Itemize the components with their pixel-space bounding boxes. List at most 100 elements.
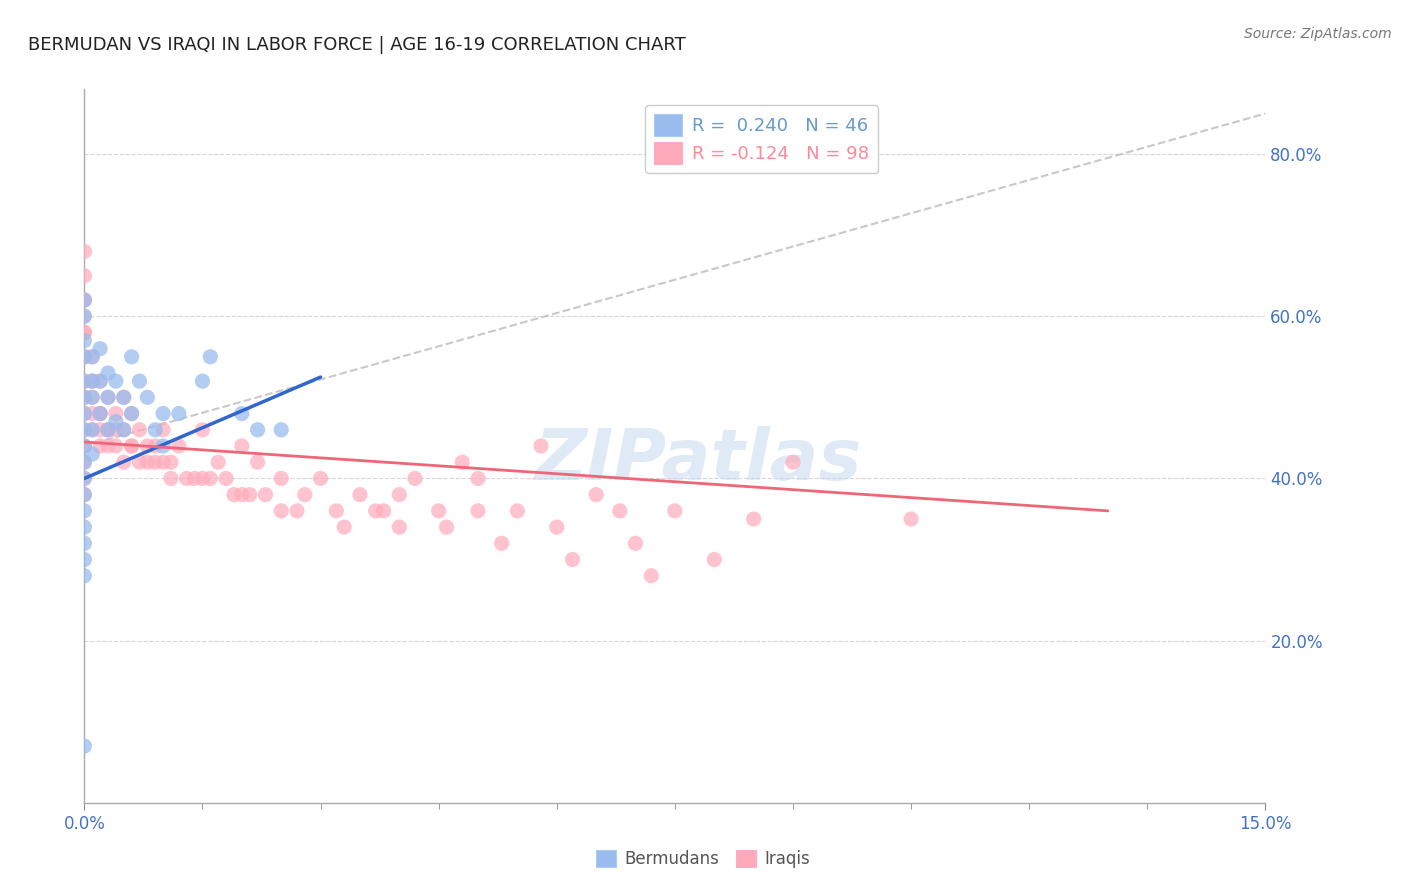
Point <box>97 366 120 380</box>
Point <box>89 423 111 437</box>
Point <box>239 488 262 502</box>
Text: BERMUDAN VS IRAQI IN LABOR FORCE | AGE 16-19 CORRELATION CHART: BERMUDAN VS IRAQI IN LABOR FORCE | AGE 1… <box>28 36 686 54</box>
Point <box>73 739 96 753</box>
Point <box>73 504 96 518</box>
Point <box>388 488 411 502</box>
Point <box>73 350 96 364</box>
Point <box>231 488 253 502</box>
Point <box>73 536 96 550</box>
Point <box>73 423 96 437</box>
Point <box>73 350 96 364</box>
Point <box>325 504 347 518</box>
Point <box>73 310 96 324</box>
Point <box>82 423 104 437</box>
Point <box>89 439 111 453</box>
Point <box>183 471 205 485</box>
Point <box>128 423 150 437</box>
Point <box>82 407 104 421</box>
Point <box>97 423 120 437</box>
Point <box>160 455 183 469</box>
Point <box>167 407 190 421</box>
Point <box>900 512 922 526</box>
Text: ZIPatlas: ZIPatlas <box>534 425 862 495</box>
Point <box>73 439 96 453</box>
Point <box>73 471 96 485</box>
Point <box>270 423 292 437</box>
Point <box>73 552 96 566</box>
Point <box>742 512 765 526</box>
Point <box>782 455 804 469</box>
Point <box>73 568 96 582</box>
Point <box>73 390 96 404</box>
Point <box>73 326 96 340</box>
Point <box>152 439 174 453</box>
Point <box>128 374 150 388</box>
Point <box>73 244 96 259</box>
Point <box>491 536 513 550</box>
Point <box>73 423 96 437</box>
Point <box>104 423 127 437</box>
Point <box>309 471 332 485</box>
Point <box>200 350 222 364</box>
Point <box>506 504 529 518</box>
Point <box>112 423 135 437</box>
Text: Source: ZipAtlas.com: Source: ZipAtlas.com <box>1244 27 1392 41</box>
Point <box>467 471 489 485</box>
Point <box>294 488 316 502</box>
Point <box>121 439 143 453</box>
Point <box>73 520 96 534</box>
Point <box>104 374 127 388</box>
Point <box>530 439 553 453</box>
Point <box>82 350 104 364</box>
Point <box>89 374 111 388</box>
Point <box>246 455 269 469</box>
Point <box>664 504 686 518</box>
Point <box>349 488 371 502</box>
Point <box>104 439 127 453</box>
Point <box>404 471 426 485</box>
Point <box>191 423 214 437</box>
Point <box>82 390 104 404</box>
Point <box>97 390 120 404</box>
Point <box>82 390 104 404</box>
Point <box>121 350 143 364</box>
Point <box>143 455 166 469</box>
Point <box>222 488 245 502</box>
Point <box>73 455 96 469</box>
Point <box>73 374 96 388</box>
Point <box>121 439 143 453</box>
Point <box>270 471 292 485</box>
Point <box>112 455 135 469</box>
Point <box>364 504 387 518</box>
Point <box>73 326 96 340</box>
Point <box>89 407 111 421</box>
Point <box>82 374 104 388</box>
Point <box>160 471 183 485</box>
Point <box>73 293 96 307</box>
Point <box>207 455 229 469</box>
Point <box>104 415 127 429</box>
Point <box>136 439 159 453</box>
Point <box>89 374 111 388</box>
Point <box>451 455 474 469</box>
Point <box>388 520 411 534</box>
Point <box>585 488 607 502</box>
Point <box>73 268 96 283</box>
Point <box>143 423 166 437</box>
Legend: Bermudans, Iraqis: Bermudans, Iraqis <box>589 843 817 875</box>
Point <box>152 423 174 437</box>
Point <box>73 455 96 469</box>
Point <box>82 447 104 461</box>
Point <box>97 423 120 437</box>
Point <box>104 407 127 421</box>
Point <box>73 334 96 348</box>
Point <box>624 536 647 550</box>
Point <box>136 455 159 469</box>
Point <box>373 504 395 518</box>
Point <box>561 552 583 566</box>
Point <box>143 439 166 453</box>
Point <box>82 374 104 388</box>
Point <box>191 471 214 485</box>
Point <box>640 568 662 582</box>
Point <box>121 407 143 421</box>
